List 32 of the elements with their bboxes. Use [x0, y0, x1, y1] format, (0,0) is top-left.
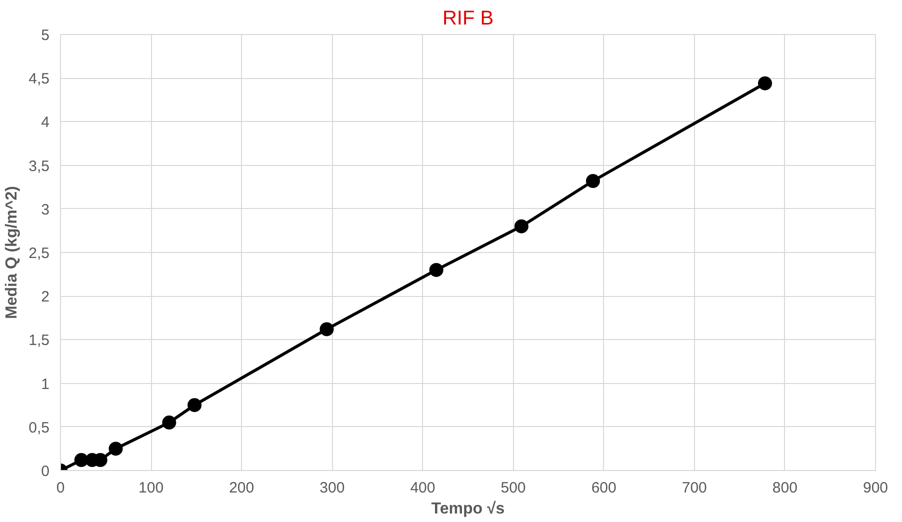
y-tick-label: 3,5 [28, 158, 50, 175]
x-tick-label: 400 [410, 480, 436, 496]
y-tick-label: 5 [41, 27, 50, 44]
point [108, 442, 123, 456]
point [429, 262, 444, 277]
y-tick-label: 4 [41, 114, 50, 132]
y-tick-label: 0,5 [28, 419, 50, 436]
x-tick-label: 600 [591, 480, 616, 496]
x-tick-label: 800 [772, 480, 798, 496]
x-tick-label: 900 [862, 480, 888, 496]
y-tick-label: 2,5 [28, 245, 50, 262]
y-tick-label: 1,5 [28, 332, 50, 350]
point [586, 174, 600, 188]
y-tick-label: 1 [41, 376, 50, 393]
y-axis-title: Media Q (kg/m^2) [4, 186, 21, 319]
y-tick-label: 4,5 [28, 70, 50, 88]
y-tick-label: 0 [41, 463, 50, 480]
point [758, 76, 772, 90]
x-tick-label: 200 [229, 480, 254, 496]
x-tick-label: 700 [682, 480, 707, 496]
point [162, 416, 176, 430]
x-tick-label: 0 [56, 480, 65, 496]
x-tick-label: 500 [500, 480, 526, 496]
point [188, 398, 202, 412]
chart-title: RIF B [442, 8, 494, 30]
y-tick-label: 3 [41, 201, 50, 218]
y-tick-label: 2 [41, 288, 50, 306]
point [320, 322, 334, 336]
x-tick-label: 100 [138, 480, 164, 496]
x-tick-label: 300 [320, 480, 345, 496]
x-axis-title: Tempo √s [431, 500, 505, 518]
point [514, 219, 528, 234]
